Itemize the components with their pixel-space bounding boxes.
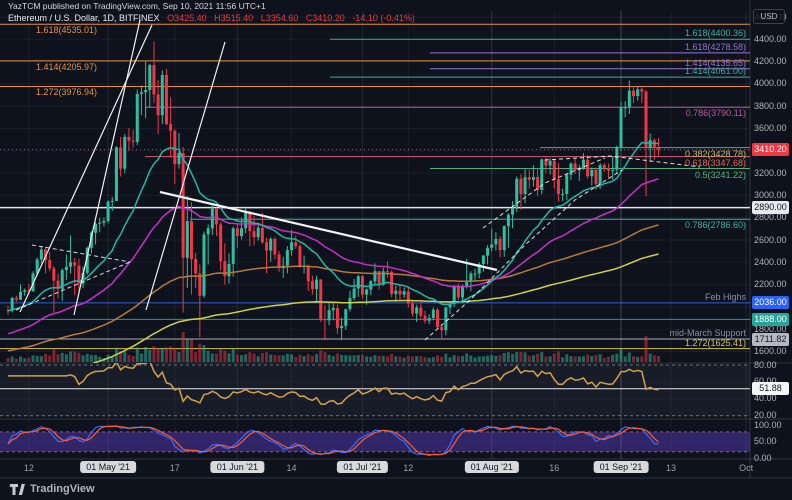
legend-high: H3515.40 (214, 13, 254, 23)
footer-brand[interactable]: TradingView (30, 483, 95, 495)
rsi-line (8, 363, 659, 405)
ma-200 (91, 253, 659, 363)
rsi-pane (0, 363, 750, 417)
ma-21 (7, 141, 659, 312)
volume-bars (6, 332, 661, 362)
dashed-trendline (482, 157, 606, 229)
price-levels (0, 23, 750, 350)
legend-low: L3354.60 (260, 13, 299, 23)
ma-50 (7, 178, 659, 335)
trendline (73, 19, 141, 316)
stochastic-pane (0, 425, 750, 457)
trendline-drawings (15, 19, 701, 341)
symbol-title[interactable]: Ethereum / U.S. Dollar, 1D, BITFINEX (8, 13, 160, 23)
candlesticks (6, 41, 661, 341)
trendline (145, 41, 226, 311)
attribution-bar: YazTCM published on TradingView.com, Sep… (8, 1, 266, 11)
trendline (159, 190, 498, 272)
legend-open: O3425.40 (167, 13, 207, 23)
dashed-trendline (31, 244, 131, 263)
legend-close: C3410.20 (305, 13, 345, 23)
chart-legend: Ethereum / U.S. Dollar, 1D, BITFINEX O34… (8, 13, 415, 23)
footer-bar: TradingView (10, 483, 95, 495)
dashed-trendline (544, 155, 701, 168)
pane-separators (0, 0, 792, 479)
tradingview-logo-icon[interactable] (10, 483, 25, 495)
ma-100 (7, 224, 659, 352)
legend-change: -14.10 (-0.41%) (352, 13, 415, 23)
currency-toggle[interactable]: USD (753, 9, 785, 24)
trendline (19, 24, 153, 313)
stoch-d-line (7, 425, 659, 456)
moving-averages (7, 141, 659, 363)
